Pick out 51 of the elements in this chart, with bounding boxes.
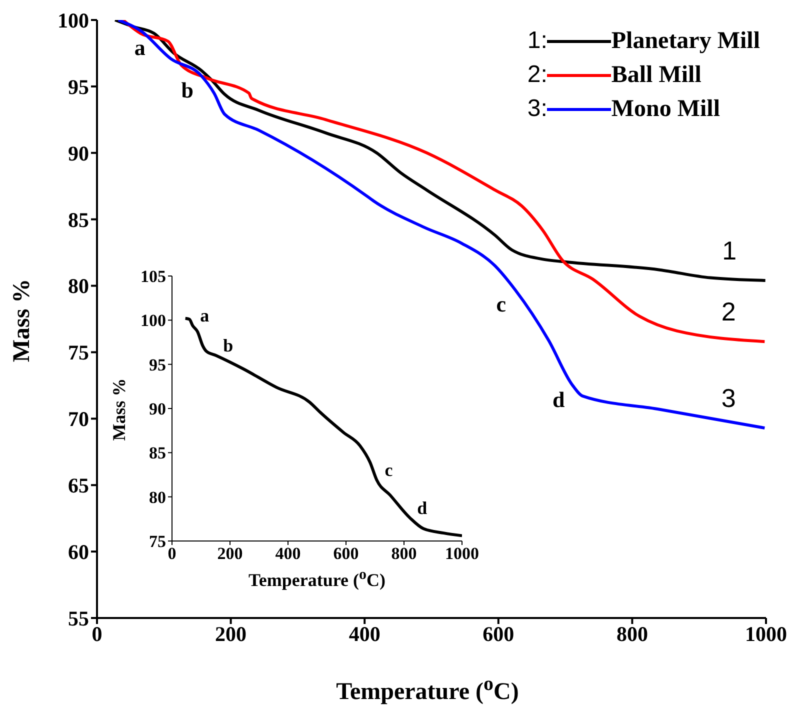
- y-tick-label: 85: [68, 208, 89, 232]
- x-tick-label: 800: [391, 544, 417, 564]
- x-tick-label: 200: [215, 622, 247, 646]
- legend-label: Mono Mill: [611, 96, 720, 122]
- x-tick-label: 200: [217, 544, 243, 564]
- annotation: d: [417, 498, 428, 518]
- y-tick-label: 70: [68, 407, 89, 432]
- annotation: b: [223, 336, 234, 356]
- annotation: 2:: [527, 61, 548, 89]
- x-tick-label: 400: [275, 544, 301, 564]
- y-tick-label: 85: [149, 444, 166, 463]
- legend-label: Planetary Mill: [611, 28, 760, 54]
- y-tick-label: 60: [68, 540, 89, 564]
- x-tick-label: 600: [333, 544, 359, 564]
- legend-label: Ball Mill: [611, 62, 702, 88]
- x-axis-title: Temperature ($^{o}$C): [248, 567, 386, 591]
- y-tick-label: 95: [68, 74, 89, 99]
- y-tick-label: 75: [68, 340, 89, 365]
- y-tick-label: 100: [140, 311, 166, 330]
- x-tick-label: 0: [92, 622, 102, 646]
- annotation: 3:: [527, 95, 548, 123]
- y-tick-label: 95: [149, 355, 166, 374]
- line-series: [114, 20, 766, 282]
- y-tick-label: 80: [149, 488, 166, 507]
- y-axis-title: Mass %: [10, 278, 36, 362]
- annotation: b: [181, 77, 194, 102]
- annotation: 3: [721, 382, 736, 413]
- y-tick-label: 55: [68, 606, 89, 630]
- y-tick-label: 90: [68, 141, 89, 166]
- annotation: a: [200, 305, 210, 326]
- x-axis-title: Temperature ($^{o}$C): [335, 673, 520, 706]
- annotation: 2: [721, 296, 736, 327]
- annotation: d: [552, 386, 565, 412]
- x-tick-label: 1000: [445, 544, 479, 564]
- annotation: c: [496, 291, 506, 316]
- x-tick-label: 400: [348, 622, 380, 646]
- y-tick-label: 75: [149, 532, 166, 552]
- y-tick-label: 80: [68, 274, 89, 298]
- x-tick-label: 1000: [745, 622, 787, 646]
- annotation: a: [134, 34, 146, 60]
- x-tick-label: 800: [616, 622, 648, 646]
- x-tick-label: 600: [482, 622, 514, 646]
- x-tick-label: 0: [168, 544, 176, 564]
- annotation: c: [384, 460, 393, 480]
- y-tick-label: 65: [68, 474, 89, 498]
- annotation: 1:: [527, 27, 548, 55]
- y-axis-title: Mass %: [108, 378, 130, 441]
- y-tick-label: 105: [140, 267, 166, 286]
- annotation: 1: [722, 235, 737, 266]
- y-tick-label: 90: [149, 400, 166, 419]
- y-tick-label: 100: [58, 8, 89, 32]
